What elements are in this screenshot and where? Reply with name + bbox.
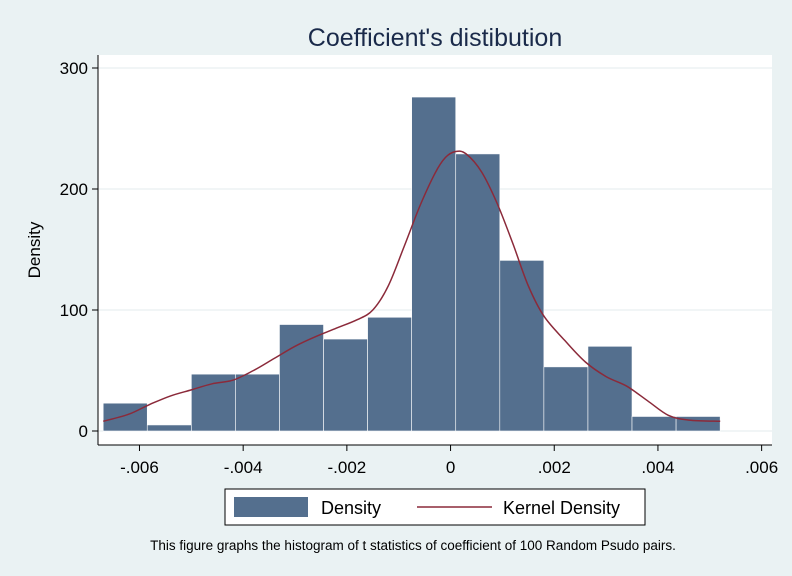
- legend: Density Kernel Density: [224, 488, 646, 526]
- y-tick-label-2: 200: [60, 180, 88, 199]
- histogram-bar-1: [146, 424, 192, 432]
- histogram-bar-6: [367, 316, 412, 432]
- histogram-bar-4: [279, 324, 324, 432]
- legend-swatch-density: [234, 497, 308, 517]
- histogram-bar-5: [323, 338, 368, 432]
- histogram-bar-8: [455, 153, 501, 432]
- x-tick-label-5: .004: [641, 458, 674, 477]
- x-tick-label-0: -.006: [120, 458, 159, 477]
- histogram-bar-10: [543, 366, 589, 432]
- x-tick-label-2: -.002: [327, 458, 366, 477]
- histogram-bar-0: [102, 402, 148, 432]
- kernel-density-line: [102, 150, 721, 423]
- y-axis-label: Density: [25, 221, 44, 278]
- legend-label-kernel: Kernel Density: [503, 498, 620, 518]
- legend-label-density: Density: [321, 498, 381, 518]
- histogram-bar-12: [631, 416, 677, 432]
- y-tick-label-3: 300: [60, 59, 88, 78]
- histogram-bar-9: [499, 260, 545, 432]
- x-axis: -.006 -.004 -.002 0 .002 .004 .006: [98, 444, 778, 477]
- histogram-bars: [102, 96, 721, 432]
- y-tick-label-1: 100: [60, 301, 88, 320]
- x-tick-label-3: 0: [446, 458, 455, 477]
- x-tick-label-1: -.004: [224, 458, 263, 477]
- y-tick-label-0: 0: [79, 422, 88, 441]
- histogram-bar-3: [235, 373, 280, 432]
- y-axis: 0 100 200 300: [60, 55, 99, 445]
- chart-title: Coefficient's distibution: [308, 24, 562, 52]
- histogram-bar-11: [587, 345, 633, 432]
- x-tick-label-4: .002: [538, 458, 571, 477]
- figure-note: This figure graphs the histogram of t st…: [150, 538, 676, 553]
- histogram-bar-7: [411, 96, 457, 432]
- x-tick-label-6: .006: [745, 458, 778, 477]
- histogram-bar-2: [191, 373, 236, 432]
